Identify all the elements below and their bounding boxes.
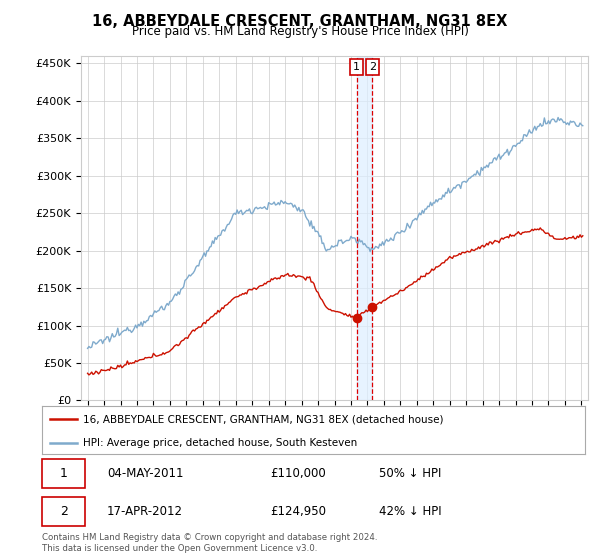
FancyBboxPatch shape: [42, 497, 85, 526]
Text: 50% ↓ HPI: 50% ↓ HPI: [379, 467, 441, 480]
Text: Price paid vs. HM Land Registry's House Price Index (HPI): Price paid vs. HM Land Registry's House …: [131, 25, 469, 38]
Text: HPI: Average price, detached house, South Kesteven: HPI: Average price, detached house, Sout…: [83, 438, 357, 448]
Text: 42% ↓ HPI: 42% ↓ HPI: [379, 505, 441, 518]
Text: 1: 1: [353, 62, 360, 72]
Text: 2: 2: [60, 505, 68, 518]
Text: 2: 2: [368, 62, 376, 72]
FancyBboxPatch shape: [42, 459, 85, 488]
Text: £110,000: £110,000: [270, 467, 326, 480]
Text: 1: 1: [60, 467, 68, 480]
Text: 04-MAY-2011: 04-MAY-2011: [107, 467, 184, 480]
Bar: [356, 56, 372, 400]
Text: Contains HM Land Registry data © Crown copyright and database right 2024.
This d: Contains HM Land Registry data © Crown c…: [42, 533, 377, 553]
Text: 16, ABBEYDALE CRESCENT, GRANTHAM, NG31 8EX (detached house): 16, ABBEYDALE CRESCENT, GRANTHAM, NG31 8…: [83, 414, 443, 424]
Text: 16, ABBEYDALE CRESCENT, GRANTHAM, NG31 8EX: 16, ABBEYDALE CRESCENT, GRANTHAM, NG31 8…: [92, 14, 508, 29]
Text: 17-APR-2012: 17-APR-2012: [107, 505, 183, 518]
Text: £124,950: £124,950: [270, 505, 326, 518]
